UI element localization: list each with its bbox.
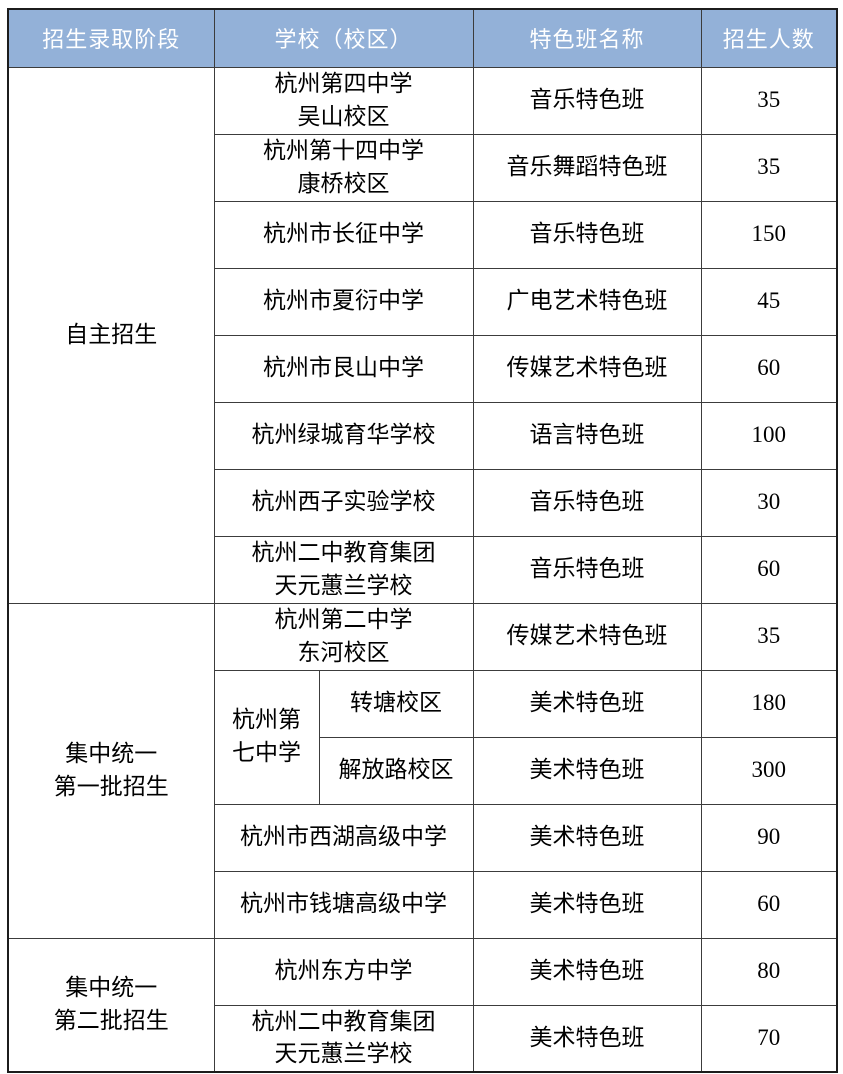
header-cell-stage: 招生录取阶段 bbox=[7, 8, 215, 68]
class-cell: 美术特色班 bbox=[472, 870, 702, 939]
count-cell: 90 bbox=[700, 803, 838, 872]
count-cell: 30 bbox=[700, 468, 838, 537]
count-cell: 60 bbox=[700, 535, 838, 604]
count-cell: 60 bbox=[700, 334, 838, 403]
class-cell: 美术特色班 bbox=[472, 1004, 702, 1073]
class-cell: 音乐舞蹈特色班 bbox=[472, 133, 702, 202]
count-cell: 35 bbox=[700, 133, 838, 202]
school-cell: 杭州市钱塘高级中学 bbox=[213, 870, 474, 939]
header-cell-school: 学校（校区） bbox=[213, 8, 474, 68]
school-cell: 杭州绿城育华学校 bbox=[213, 401, 474, 470]
school-cell: 杭州第二中学 东河校区 bbox=[213, 602, 474, 671]
class-cell: 传媒艺术特色班 bbox=[472, 602, 702, 671]
school-cell: 杭州二中教育集团 天元蕙兰学校 bbox=[213, 535, 474, 604]
count-cell: 70 bbox=[700, 1004, 838, 1073]
school-cell: 杭州市艮山中学 bbox=[213, 334, 474, 403]
header-cell-class: 特色班名称 bbox=[472, 8, 702, 68]
class-cell: 美术特色班 bbox=[472, 937, 702, 1006]
table-row: 集中统一 第一批招生 杭州第二中学 东河校区 传媒艺术特色班 35 bbox=[7, 602, 838, 939]
class-cell: 传媒艺术特色班 bbox=[472, 334, 702, 403]
school-cell: 杭州第十四中学 康桥校区 bbox=[213, 133, 474, 202]
table-row: 杭州西子实验学校 音乐特色班 30 bbox=[8, 468, 838, 537]
campus-cell: 解放路校区 bbox=[318, 736, 474, 805]
table-row: 杭州市钱塘高级中学 美术特色班 60 bbox=[8, 870, 838, 939]
enrollment-table: 招生录取阶段 学校（校区） 特色班名称 招生人数 自主招生 杭州第四中学 吴山校区… bbox=[7, 8, 839, 1073]
count-cell: 35 bbox=[700, 602, 838, 671]
table-row: 自主招生 杭州第四中学 吴山校区 音乐特色班 35 bbox=[7, 66, 838, 604]
school-name-cell: 杭州第 七中学 bbox=[213, 669, 320, 805]
stage-cell: 自主招生 bbox=[7, 66, 215, 604]
school-cell: 杭州市长征中学 bbox=[213, 200, 474, 269]
count-cell: 180 bbox=[700, 669, 838, 738]
class-cell: 音乐特色班 bbox=[472, 535, 702, 604]
campus-cell: 转塘校区 bbox=[318, 669, 474, 738]
count-cell: 300 bbox=[700, 736, 838, 805]
class-cell: 语言特色班 bbox=[472, 401, 702, 470]
school-cell: 杭州市夏衍中学 bbox=[213, 267, 474, 336]
header-row: 招生录取阶段 学校（校区） 特色班名称 招生人数 bbox=[7, 8, 838, 68]
class-cell: 音乐特色班 bbox=[472, 468, 702, 537]
class-cell: 广电艺术特色班 bbox=[472, 267, 702, 336]
school-cell: 杭州东方中学 bbox=[213, 937, 474, 1006]
class-cell: 音乐特色班 bbox=[472, 200, 702, 269]
count-cell: 80 bbox=[700, 937, 838, 1006]
stage-cell: 集中统一 第一批招生 bbox=[7, 602, 215, 939]
table-row: 杭州第 七中学 转塘校区 美术特色班 180 bbox=[8, 669, 838, 805]
table-row: 杭州市西湖高级中学 美术特色班 90 bbox=[8, 803, 838, 872]
table-body: 自主招生 杭州第四中学 吴山校区 音乐特色班 35 杭州第十四中学 康桥校区 音乐舞蹈特色… bbox=[7, 66, 838, 1073]
class-cell: 美术特色班 bbox=[472, 803, 702, 872]
table-row: 杭州市夏衍中学 广电艺术特色班 45 bbox=[8, 267, 838, 336]
class-cell: 美术特色班 bbox=[472, 669, 702, 738]
stage-cell: 集中统一 第二批招生 bbox=[7, 937, 215, 1073]
count-cell: 35 bbox=[700, 66, 838, 135]
school-cell: 杭州第四中学 吴山校区 bbox=[213, 66, 474, 135]
table-row: 杭州绿城育华学校 语言特色班 100 bbox=[8, 401, 838, 470]
count-cell: 150 bbox=[700, 200, 838, 269]
class-cell: 美术特色班 bbox=[472, 736, 702, 805]
count-cell: 45 bbox=[700, 267, 838, 336]
count-cell: 100 bbox=[700, 401, 838, 470]
school-cell: 杭州西子实验学校 bbox=[213, 468, 474, 537]
count-cell: 60 bbox=[700, 870, 838, 939]
header-cell-count: 招生人数 bbox=[700, 8, 838, 68]
table-row: 集中统一 第二批招生 杭州东方中学 美术特色班 80 bbox=[7, 937, 838, 1073]
school-cell: 杭州市西湖高级中学 bbox=[213, 803, 474, 872]
school-cell: 杭州二中教育集团 天元蕙兰学校 bbox=[213, 1004, 474, 1073]
table-row: 杭州二中教育集团 天元蕙兰学校 美术特色班 70 bbox=[8, 1004, 838, 1073]
table-row: 解放路校区 美术特色班 300 bbox=[8, 736, 838, 805]
class-cell: 音乐特色班 bbox=[472, 66, 702, 135]
